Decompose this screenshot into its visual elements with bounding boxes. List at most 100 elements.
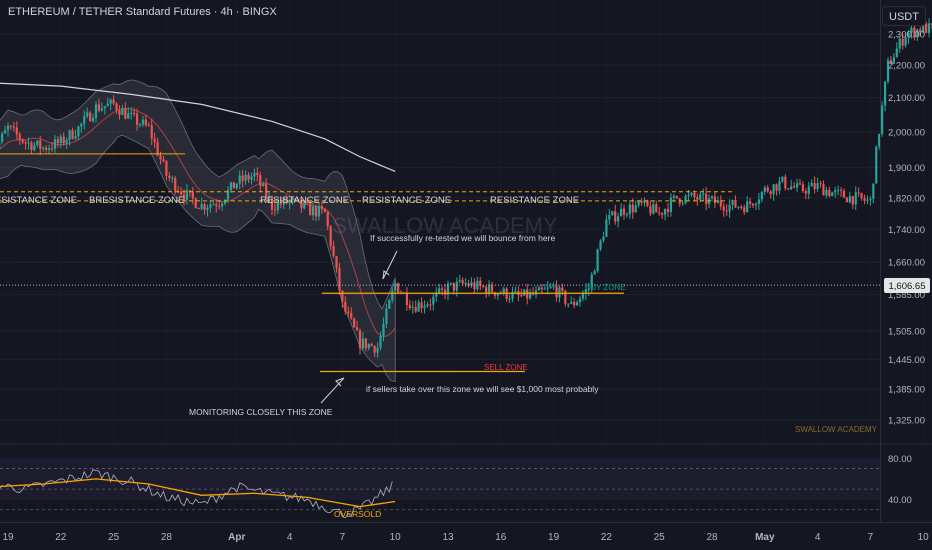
- time-axis[interactable]: 19 22 25 28 Apr 4 7 10 13 16 19 22 25 28 May 4 7 10: [2, 532, 929, 543]
- candle-body: [637, 201, 640, 206]
- currency-button[interactable]: USDT: [882, 6, 926, 26]
- candle-body: [622, 208, 626, 215]
- price-tick-label: 1,585.00: [888, 290, 925, 301]
- candle-body: [690, 192, 693, 195]
- candle-body: [15, 127, 18, 135]
- candle-body: [675, 195, 678, 199]
- candle-body: [889, 60, 893, 64]
- candle-body: [913, 27, 916, 38]
- watermark: SWALLOW ACADEMY: [332, 213, 558, 238]
- candle-body: [435, 292, 438, 297]
- candle-body: [487, 284, 491, 294]
- resistance-zone-label-2: BRESISTANCE ZONE: [89, 195, 184, 206]
- candle-body: [872, 183, 875, 199]
- candle-body: [523, 289, 526, 296]
- rsi-tick-label: 80.00: [888, 454, 912, 465]
- candle-body: [332, 246, 335, 257]
- candle-body: [666, 209, 670, 213]
- candle-body: [124, 108, 127, 119]
- candle-body: [191, 191, 194, 199]
- candle-body: [449, 282, 453, 284]
- candle-body: [740, 206, 743, 208]
- candle-body: [56, 139, 59, 144]
- sellers-note: if sellers take over this zone we will s…: [366, 384, 599, 394]
- candle-body: [810, 182, 813, 187]
- candle-body: [619, 208, 623, 217]
- candle-body: [203, 204, 206, 210]
- candle-body: [485, 287, 488, 294]
- candle-body: [778, 181, 781, 191]
- candle-body: [452, 282, 455, 291]
- candle-body: [253, 172, 256, 177]
- candle-body: [391, 290, 394, 301]
- candle-body: [751, 203, 755, 206]
- candle-body: [546, 287, 549, 289]
- candle-body: [314, 206, 318, 217]
- candle-body: [200, 204, 203, 209]
- candle-body: [262, 183, 265, 186]
- time-tick-label: 19: [548, 532, 560, 543]
- candle-body: [347, 311, 350, 313]
- candle-body: [438, 288, 441, 293]
- candle-body: [3, 130, 7, 134]
- zone-levels: [0, 153, 880, 373]
- candle-body: [323, 209, 326, 213]
- rsi-tick-label: 40.00: [888, 495, 912, 506]
- candle-body: [267, 197, 271, 199]
- candle-body: [335, 256, 338, 269]
- candle-body: [414, 307, 417, 312]
- candle-body: [502, 288, 505, 294]
- candle-body: [130, 112, 133, 114]
- chart-title: ETHEREUM / TETHER Standard Futures · 4h …: [8, 6, 277, 18]
- candle-body: [350, 312, 353, 319]
- candle-body: [206, 207, 209, 210]
- candle-body: [725, 210, 728, 212]
- candle-body: [47, 148, 51, 150]
- candle-body: [772, 184, 775, 195]
- candle-body: [658, 212, 661, 214]
- candle-body: [443, 289, 447, 295]
- candle-body: [9, 125, 13, 127]
- price-tick-label: 2,200.00: [888, 61, 925, 72]
- candle-body: [458, 280, 461, 282]
- time-tick-label: 7: [340, 532, 346, 543]
- candle-body: [693, 192, 696, 198]
- time-tick-label: 28: [161, 532, 173, 543]
- candle-body: [834, 190, 837, 193]
- candle-body: [388, 300, 391, 309]
- candle-body: [552, 286, 555, 288]
- candle-body: [634, 205, 637, 213]
- candle-body: [816, 183, 819, 190]
- candle-body: [1, 133, 4, 142]
- candle-body: [185, 190, 189, 200]
- candle-body: [564, 290, 567, 304]
- candle-body: [106, 103, 109, 107]
- candle-body: [649, 206, 652, 214]
- candle-body: [514, 291, 517, 293]
- candle-body: [493, 292, 497, 296]
- candle-body: [358, 330, 362, 349]
- candle-body: [311, 206, 315, 216]
- candle-body: [394, 283, 397, 291]
- candle-body: [696, 197, 699, 200]
- resistance-zone-label-4: RESISTANCE ZONE: [362, 195, 451, 206]
- price-tick-label: 1,820.00: [888, 193, 925, 204]
- time-tick-label: 19: [2, 532, 14, 543]
- candle-body: [716, 200, 719, 204]
- candle-body: [807, 186, 810, 194]
- candle-body: [578, 298, 582, 303]
- candle-body: [223, 199, 227, 204]
- candle-body: [288, 200, 291, 204]
- candle-body: [883, 81, 887, 106]
- candle-body: [746, 201, 749, 213]
- candle-body: [426, 304, 429, 307]
- time-tick-label: 22: [601, 532, 613, 543]
- price-axis[interactable]: 2,300.00 2,200.00 2,100.00 2,000.00 1,900.00…: [888, 30, 925, 427]
- candle-body: [910, 27, 913, 33]
- candle-body: [27, 142, 30, 144]
- candle-body: [549, 286, 552, 288]
- candle-body: [813, 182, 816, 190]
- candle-body: [373, 345, 376, 353]
- candle-body: [663, 209, 667, 215]
